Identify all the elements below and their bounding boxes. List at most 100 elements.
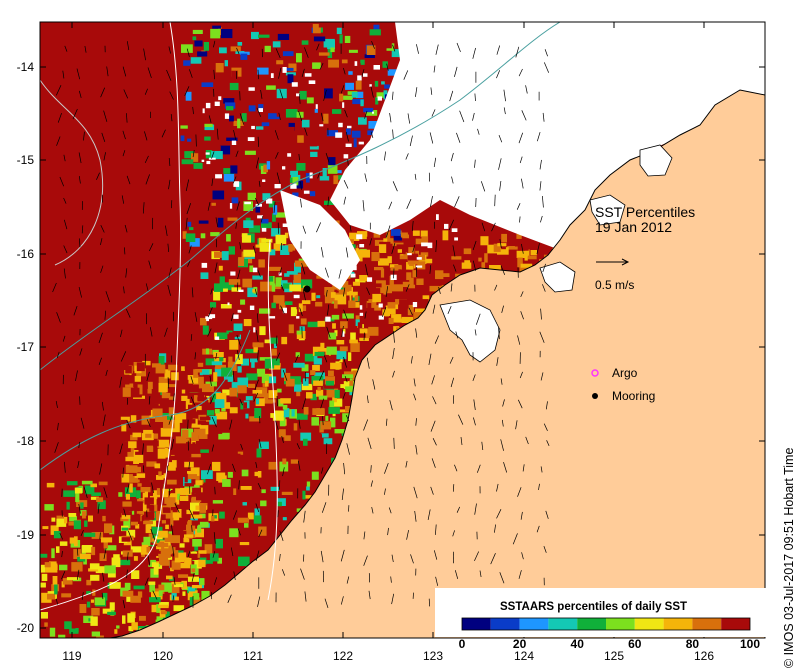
sst-patch (242, 278, 252, 288)
current-arrow-icon (239, 398, 243, 406)
cloud-speck (251, 125, 255, 130)
sst-patch (293, 280, 302, 286)
current-arrow-icon (101, 401, 104, 411)
current-arrow-icon (543, 62, 550, 73)
lon-tick-label: 125 (604, 649, 624, 663)
colorbar-swatch (606, 618, 635, 630)
current-arrow-icon (525, 436, 529, 445)
cloud-speck (208, 157, 216, 160)
sst-patch (290, 459, 299, 464)
sst-patch (373, 232, 381, 238)
current-arrow-icon (362, 200, 365, 212)
sst-patch (408, 304, 414, 313)
sst-patch (155, 364, 166, 374)
sst-patch (156, 604, 161, 613)
sst-patch (198, 570, 210, 579)
sst-patch (184, 151, 195, 159)
current-arrow-icon (302, 225, 307, 234)
cloud-speck (426, 123, 430, 128)
current-arrow-icon (172, 595, 175, 602)
sst-patch (451, 256, 462, 260)
current-arrow-icon (304, 47, 309, 58)
current-arrow-icon (57, 422, 59, 431)
sst-patch (146, 461, 157, 467)
sst-patch (125, 366, 132, 374)
current-arrow-icon (63, 219, 68, 230)
sst-patch (240, 299, 246, 305)
current-arrow-icon (127, 530, 133, 541)
sst-patch (359, 275, 368, 282)
sst-patch (264, 358, 275, 369)
current-arrow-icon (258, 529, 263, 538)
cloud-speck (282, 166, 286, 170)
cloud-speck (268, 316, 276, 319)
sst-patch (159, 555, 169, 564)
current-arrow-icon (149, 327, 153, 337)
current-arrow-icon (366, 357, 370, 369)
sst-patch (420, 230, 428, 237)
bathymetry-contour (40, 22, 182, 611)
current-arrow-icon (103, 152, 106, 161)
sst-patch (260, 218, 269, 224)
sst-patch (139, 615, 146, 621)
current-arrow-icon (276, 172, 281, 184)
sst-patch (322, 168, 327, 177)
sst-patch (158, 587, 163, 597)
current-arrow-icon (168, 46, 171, 54)
sst-patch (238, 257, 245, 266)
sst-patch (228, 279, 241, 285)
sst-patch (294, 382, 302, 392)
sst-patch (248, 225, 261, 233)
sst-patch (298, 303, 303, 313)
sst-patch (252, 390, 263, 394)
current-arrow-icon (412, 244, 416, 253)
sst-patch (170, 330, 175, 337)
sst-patch (328, 332, 337, 340)
sst-patch (257, 67, 269, 75)
current-arrow-icon (278, 67, 282, 79)
sst-patch (158, 376, 168, 387)
sst-patch (161, 582, 172, 592)
sst-patch (151, 604, 160, 613)
sst-patch (334, 389, 340, 399)
sst-patch (128, 474, 139, 483)
sst-patch (332, 412, 336, 417)
sst-patch (306, 486, 310, 491)
sst-patch (349, 384, 355, 393)
current-arrow-icon (188, 461, 190, 469)
coastal-inlet (439, 299, 501, 363)
current-arrow-icon (340, 85, 345, 94)
sst-patch (280, 398, 291, 404)
sst-patch (111, 557, 121, 568)
sst-patch (320, 342, 325, 350)
cloud-speck (439, 64, 445, 69)
sst-patch (348, 49, 358, 53)
sst-patch (199, 400, 209, 406)
sst-patch (367, 284, 379, 295)
sst-patch (94, 597, 105, 606)
current-arrow-icon (168, 157, 171, 167)
sst-patch (348, 71, 353, 75)
sst-patch (199, 521, 209, 528)
sst-patch (182, 429, 189, 439)
cloud-speck (230, 271, 236, 276)
sst-patch (160, 427, 173, 437)
current-arrow-icon (142, 202, 145, 214)
current-arrow-icon (279, 530, 284, 542)
sst-patch (104, 523, 113, 534)
sst-patch (252, 342, 264, 348)
current-arrow-icon (392, 181, 398, 192)
sst-patch (81, 545, 93, 553)
sst-patch (199, 416, 211, 421)
current-arrow-icon (166, 465, 169, 472)
sst-patch (164, 369, 171, 379)
sst-patch (336, 27, 342, 35)
sst-patch (173, 605, 185, 612)
sst-patch (401, 312, 407, 319)
current-arrow-icon (474, 159, 476, 168)
sst-patch (288, 122, 295, 131)
current-arrow-icon (185, 217, 188, 230)
sst-patch (144, 511, 155, 520)
sst-patch (301, 383, 313, 391)
cloud-speck (342, 102, 345, 108)
